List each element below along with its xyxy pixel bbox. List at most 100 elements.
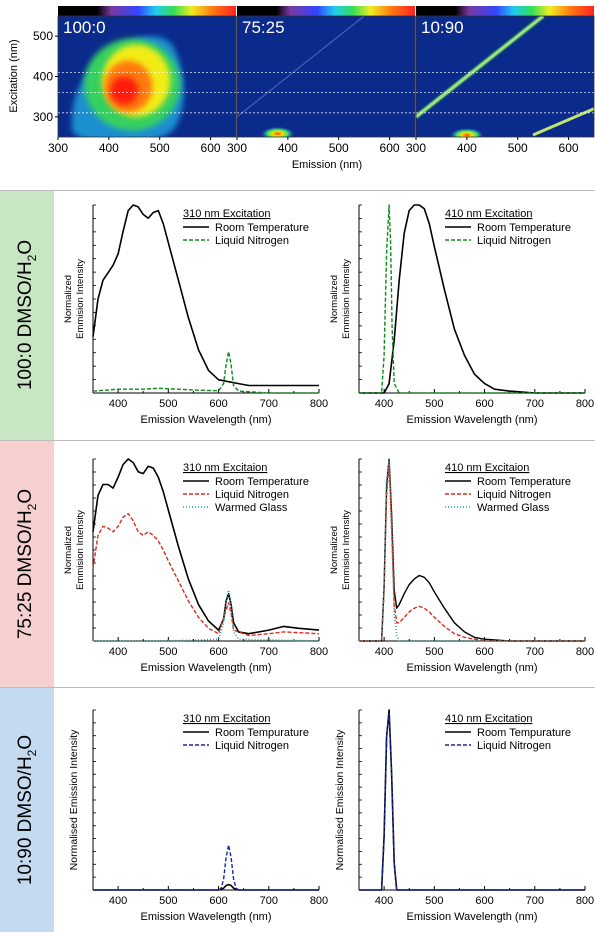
spectrum-plot: 400 500 600 700 800 Emission Wavelength (nm) N… xyxy=(63,204,328,426)
x-tick-label: 400 xyxy=(278,141,298,155)
y-axis-label-line: Emmision Intensity xyxy=(75,510,86,590)
legend-entry: Warmed Glass xyxy=(215,502,288,514)
x-axis-label: Emission Wavelength (nm) xyxy=(140,414,271,426)
legend-entry: Liquid Nitrogen xyxy=(215,235,289,247)
series-line-liquid-nitrogen xyxy=(92,512,320,637)
legend-title: 310 nm Excitaion xyxy=(183,462,267,474)
heatmap-x-axis-label: Emission (nm) xyxy=(292,159,362,171)
x-tick-label: 600 xyxy=(475,398,493,410)
x-tick-label: 300 xyxy=(48,141,68,155)
y-axis-label-line: Emmision Intensity xyxy=(341,510,352,590)
series-line-room-temperature xyxy=(92,458,320,635)
x-axis-label: Emission Wavelength (nm) xyxy=(140,911,271,923)
y-tick-label: 300 xyxy=(33,110,53,124)
y-axis-label: NormalizedEmmision Intensity xyxy=(63,510,86,590)
y-axis-label-line: Normalized xyxy=(329,275,340,323)
y-tick-label: 500 xyxy=(33,29,53,43)
x-tick-label: 800 xyxy=(310,646,328,658)
x-tick-label: 800 xyxy=(310,895,328,907)
x-tick-label: 500 xyxy=(159,398,177,410)
legend-entry: Liquid Nitrogen xyxy=(477,235,551,247)
x-axis-label: Emission Wavelength (nm) xyxy=(140,662,271,674)
series-line-room-temperature xyxy=(92,204,319,387)
legend-title: 410 nm Excitation xyxy=(445,208,532,220)
rayleigh-scatter-glow xyxy=(416,16,546,120)
row-divider xyxy=(0,687,595,688)
x-tick-label: 800 xyxy=(310,398,328,410)
spectrum-plot: 400 500 600 700 800 Emission Wavelength (nm) N… xyxy=(334,709,594,923)
panel-frame xyxy=(415,15,595,138)
x-axis-label: Emission Wavelength (nm) xyxy=(406,911,537,923)
legend-entry: Room Tempurature xyxy=(477,727,571,739)
heatmap-peak xyxy=(110,76,139,105)
series-line-room-temperature xyxy=(359,204,585,394)
y-axis-label-line: Normalized xyxy=(329,526,340,574)
x-tick-label: 600 xyxy=(559,141,579,155)
x-tick-label: 500 xyxy=(159,895,177,907)
y-axis-label: NormalizedEmmision Intensity xyxy=(63,259,86,339)
heatmap-panel: 75:25 300 400 500 600 xyxy=(227,6,416,155)
row-divider xyxy=(0,190,595,191)
rayleigh-scatter-line xyxy=(416,16,545,119)
second-order-scatter-line xyxy=(532,107,594,137)
y-axis-label-line: Normalised Emission Intensity xyxy=(68,729,80,870)
y-axis-label: Normalised Emission Intensity xyxy=(68,729,80,870)
y-axis-label-line: Normalized xyxy=(63,275,74,323)
panel-ratio-label: 100:0 xyxy=(63,18,106,37)
y-axis-label-line: Emmision Intensity xyxy=(75,259,86,339)
panel-ratio-label: 75:25 xyxy=(242,18,285,37)
excitation-emission-map: 100:0 300 400 500 600 300 400 500 75:25 300 400 500… xyxy=(8,6,595,171)
x-tick-label: 400 xyxy=(457,141,477,155)
legend-title: 410 nm Excitation xyxy=(445,713,532,725)
x-tick-label: 700 xyxy=(526,398,544,410)
legend-entry: Warmed Glass xyxy=(477,502,550,514)
rayleigh-scatter-line xyxy=(237,16,365,118)
y-axis-label-line: Emmision Intensity xyxy=(341,259,352,339)
x-tick-label: 600 xyxy=(209,895,227,907)
spectrum-plot: 400 500 600 700 800 Emission Wavelength (nm) N… xyxy=(329,204,594,426)
x-tick-label: 600 xyxy=(380,141,400,155)
series-line-liquid-nitrogen xyxy=(359,712,585,891)
y-axis-label: NormalizedEmmision Intensity xyxy=(329,259,352,339)
legend-entry: Liquid Nitrogen xyxy=(477,740,551,752)
legend-title: 410 nm Excitaion xyxy=(445,462,529,474)
x-tick-label: 500 xyxy=(150,141,170,155)
y-axis-label-line: Normalized xyxy=(63,526,74,574)
spectrum-plot: 400 500 600 700 800 Emission Wavelength (nm) N… xyxy=(68,709,328,923)
x-tick-label: 800 xyxy=(576,895,594,907)
row-divider xyxy=(0,440,595,441)
heatmap-panel: 10:90 300 400 500 600 xyxy=(406,6,595,155)
heatmap-spot xyxy=(449,127,484,137)
heatmap-background xyxy=(416,16,594,137)
x-tick-label: 400 xyxy=(109,646,127,658)
x-tick-label: 400 xyxy=(109,895,127,907)
panel-ratio-label: 10:90 xyxy=(421,18,464,37)
y-axis-label-line: Normalised Emission Intensity xyxy=(334,729,346,870)
legend-entry: Room Temperature xyxy=(477,476,571,488)
heatmap-spot xyxy=(260,126,295,137)
y-tick-label: 400 xyxy=(33,70,53,84)
row-label-10-90: 10:90 DMSO/H2O xyxy=(0,688,54,932)
legend-entry: Liquid Nitrogen xyxy=(215,740,289,752)
x-tick-label: 300 xyxy=(406,141,426,155)
x-tick-label: 500 xyxy=(425,895,443,907)
spectrum-plot: 400 500 600 700 800 Emission Wavelength (nm) N… xyxy=(63,458,328,674)
series-line-warmed-glass xyxy=(93,589,320,642)
x-tick-label: 400 xyxy=(375,398,393,410)
color-scale-bar xyxy=(416,6,594,16)
x-tick-label: 700 xyxy=(260,398,278,410)
legend-title: 310 nm Excitation xyxy=(183,208,270,220)
legend-entry: Room Tempurature xyxy=(215,727,309,739)
x-tick-label: 400 xyxy=(109,398,127,410)
x-tick-label: 400 xyxy=(99,141,119,155)
x-tick-label: 600 xyxy=(209,646,227,658)
x-axis-label: Emission Wavelength (nm) xyxy=(406,414,537,426)
series-line-liquid-nitrogen xyxy=(92,350,319,394)
x-tick-label: 800 xyxy=(576,646,594,658)
x-tick-label: 500 xyxy=(329,141,349,155)
x-tick-label: 500 xyxy=(425,646,443,658)
x-tick-label: 400 xyxy=(375,895,393,907)
legend-title: 310 nm Excitation xyxy=(183,713,270,725)
